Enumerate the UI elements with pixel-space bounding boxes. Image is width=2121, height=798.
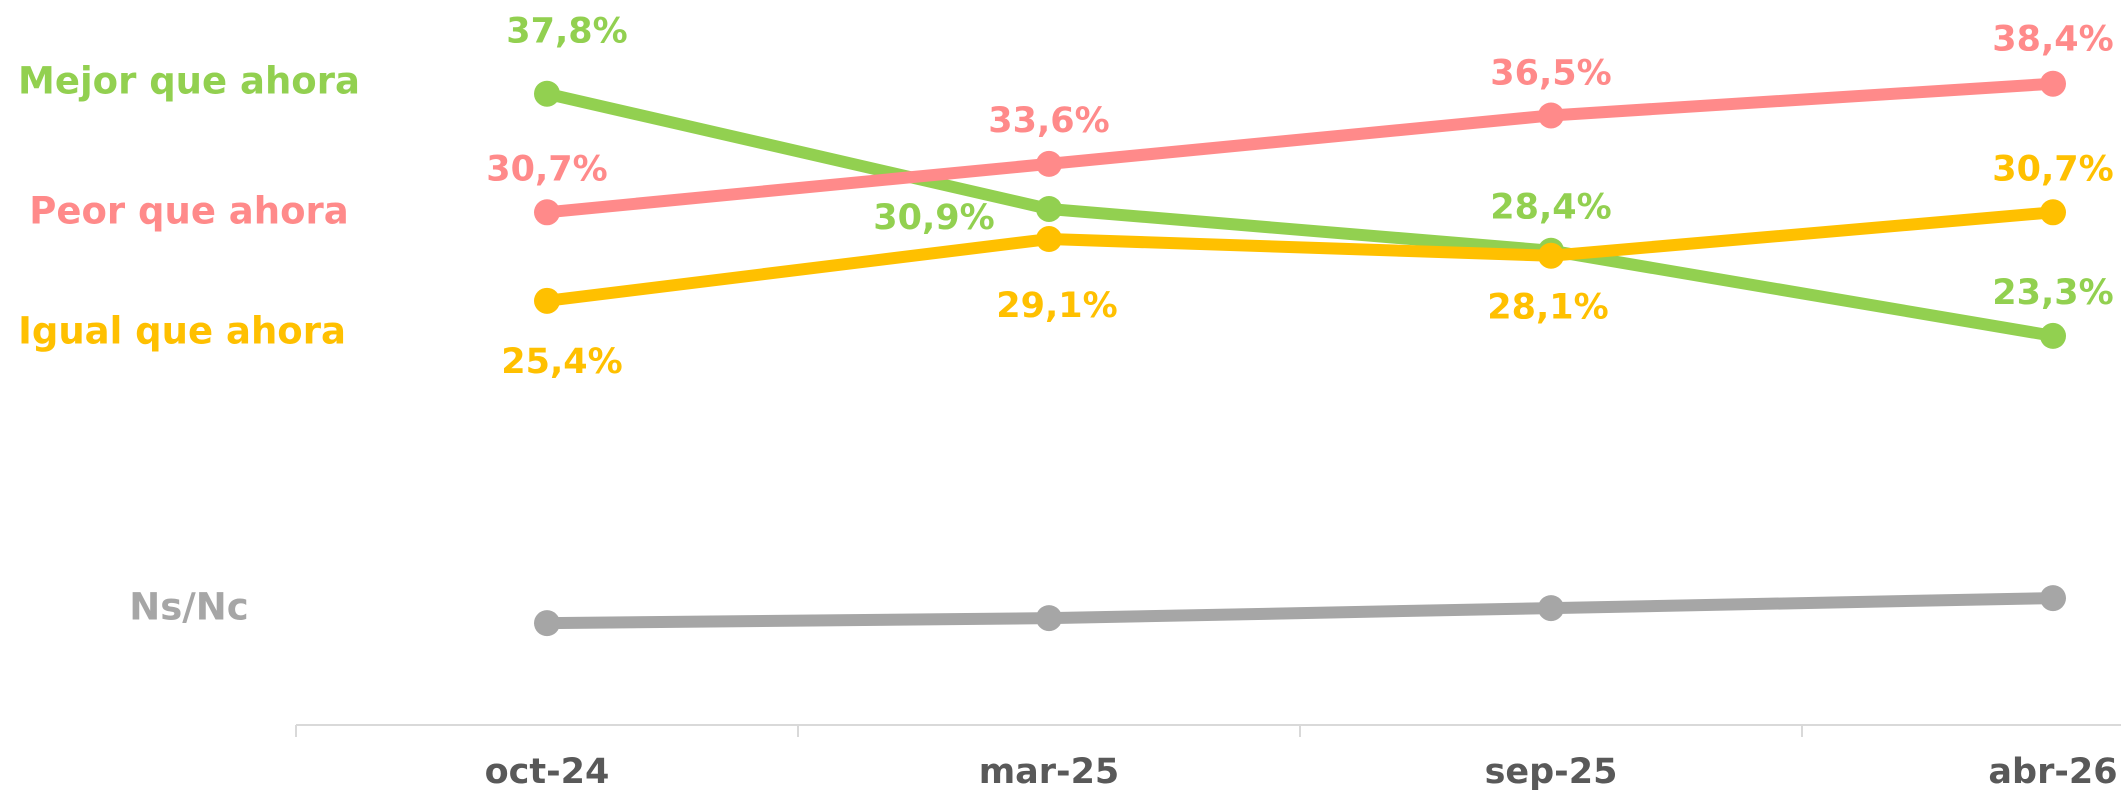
- legend-label: Igual que ahora: [18, 310, 346, 353]
- data-label: 29,1%: [996, 286, 1117, 326]
- data-label: 28,4%: [1490, 188, 1611, 228]
- data-point: [2040, 322, 2066, 349]
- data-point: [2040, 199, 2066, 226]
- legend-label: Mejor que ahora: [18, 60, 360, 103]
- legend-label: Ns/Nc: [129, 586, 248, 629]
- data-label: 28,1%: [1487, 288, 1608, 328]
- data-point: [1538, 595, 1564, 622]
- data-point: [1036, 226, 1062, 253]
- x-tick-label: mar-25: [979, 752, 1120, 792]
- data-point: [1036, 195, 1062, 222]
- data-label: 23,3%: [1992, 273, 2113, 313]
- data-label: 37,8%: [506, 12, 627, 52]
- data-label: 33,6%: [988, 101, 1109, 141]
- series-line: [545, 87, 2055, 342]
- data-label: 30,7%: [1992, 149, 2113, 189]
- data-point: [2040, 585, 2066, 612]
- data-point: [534, 610, 560, 637]
- x-tick-label: oct-24: [485, 752, 610, 792]
- data-point: [1036, 605, 1062, 632]
- data-label: 25,4%: [501, 342, 622, 382]
- data-point: [1036, 150, 1062, 177]
- series-line: [546, 592, 2054, 630]
- x-tick-label: sep-25: [1485, 752, 1618, 792]
- data-point: [534, 80, 560, 107]
- data-point: [1538, 242, 1564, 269]
- data-point: [534, 287, 560, 314]
- legend-label: Peor que ahora: [29, 190, 349, 233]
- data-label: 36,5%: [1490, 53, 1611, 93]
- data-label: 38,4%: [1992, 20, 2113, 60]
- series-line: [546, 77, 2054, 219]
- data-point: [1538, 102, 1564, 129]
- series-line: [546, 206, 2054, 307]
- data-point: [534, 199, 560, 226]
- data-label: 30,9%: [873, 198, 994, 238]
- data-label: 30,7%: [486, 149, 607, 189]
- data-point: [2040, 70, 2066, 97]
- x-tick-label: abr-26: [1988, 752, 2117, 792]
